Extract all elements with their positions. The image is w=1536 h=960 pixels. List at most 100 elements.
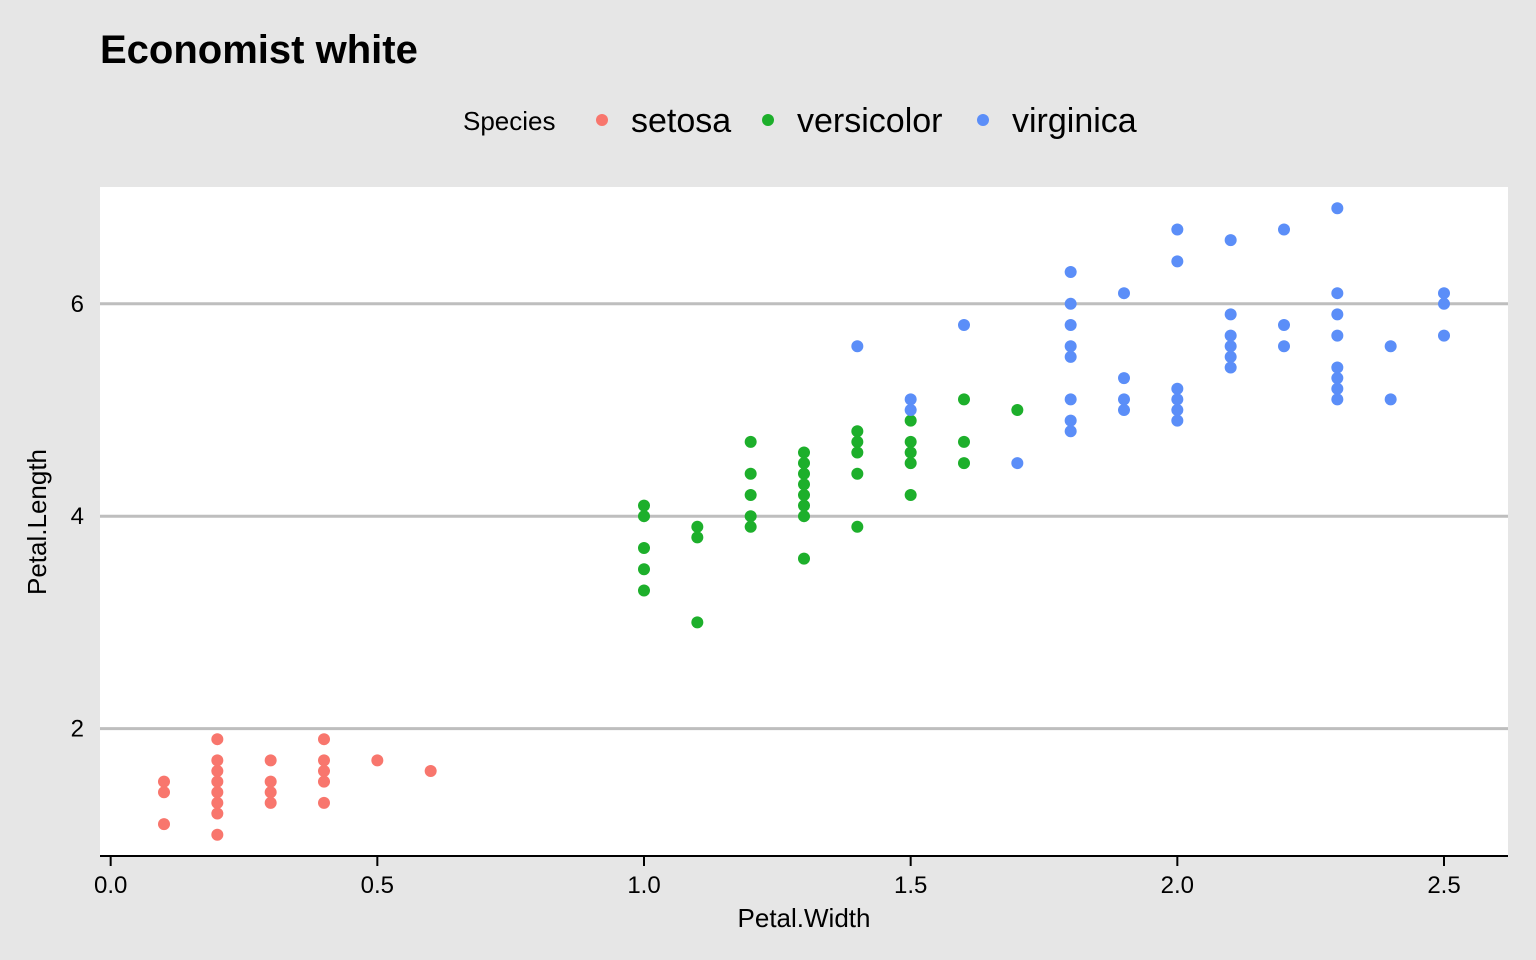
data-point-versicolor <box>798 446 810 459</box>
data-point-setosa <box>264 775 277 788</box>
data-point-versicolor <box>638 499 650 512</box>
data-point-versicolor <box>798 552 810 565</box>
data-point-setosa <box>318 765 330 778</box>
data-point-setosa <box>318 754 330 767</box>
data-point-virginica <box>1171 223 1184 236</box>
data-point-setosa <box>158 775 170 788</box>
data-point-virginica <box>1011 457 1024 470</box>
data-point-virginica <box>1224 234 1237 247</box>
data-point-versicolor <box>851 467 864 480</box>
data-points <box>158 202 1450 841</box>
series-virginica <box>851 202 1450 470</box>
data-point-versicolor <box>904 446 917 459</box>
data-point-virginica <box>1331 393 1344 406</box>
data-point-versicolor <box>958 435 970 448</box>
data-point-versicolor <box>798 499 810 512</box>
data-point-virginica <box>1331 308 1344 321</box>
data-point-virginica <box>1384 340 1397 353</box>
data-point-versicolor <box>638 510 650 523</box>
data-point-virginica <box>1064 414 1077 427</box>
x-tick-label: 2.0 <box>1161 872 1194 899</box>
data-point-versicolor <box>958 457 970 470</box>
data-point-setosa <box>211 828 224 841</box>
data-point-virginica <box>1171 382 1184 395</box>
data-point-virginica <box>1278 319 1290 332</box>
data-point-versicolor <box>958 393 970 406</box>
data-point-setosa <box>264 754 277 767</box>
data-point-virginica <box>1118 287 1130 300</box>
data-point-versicolor <box>638 584 650 597</box>
x-axis-title: Petal.Width <box>738 903 871 933</box>
data-point-virginica <box>1438 329 1450 342</box>
data-point-versicolor <box>851 435 864 448</box>
data-point-versicolor <box>691 531 704 544</box>
data-point-versicolor <box>851 446 864 459</box>
series-versicolor <box>638 393 1024 629</box>
data-point-virginica <box>1384 393 1397 406</box>
x-tick-label: 1.5 <box>894 872 927 899</box>
data-point-virginica <box>904 393 917 406</box>
x-tick-label: 0.5 <box>361 872 394 899</box>
data-point-versicolor <box>904 457 917 470</box>
data-point-versicolor <box>744 520 757 533</box>
y-tick-label: 6 <box>71 291 84 318</box>
data-point-virginica <box>1171 414 1184 427</box>
data-point-versicolor <box>744 435 757 448</box>
data-point-setosa <box>158 818 170 831</box>
data-point-virginica <box>1118 372 1130 385</box>
data-point-setosa <box>211 754 224 767</box>
data-point-setosa <box>318 733 330 746</box>
data-point-setosa <box>211 796 224 809</box>
data-point-virginica <box>851 340 864 353</box>
legend-label-setosa: setosa <box>631 102 731 140</box>
chart-title: Economist white <box>100 28 418 72</box>
data-point-virginica <box>1331 361 1344 374</box>
data-point-setosa <box>211 786 224 799</box>
data-point-virginica <box>904 404 917 416</box>
data-point-virginica <box>1171 404 1184 416</box>
x-tick-label: 0.0 <box>94 872 127 899</box>
x-tick-label: 1.0 <box>627 872 660 899</box>
data-point-virginica <box>1331 382 1344 395</box>
data-point-virginica <box>1331 287 1344 300</box>
legend-swatch-setosa <box>596 114 608 126</box>
data-point-versicolor <box>744 467 757 480</box>
data-point-virginica <box>1224 350 1237 363</box>
data-point-versicolor <box>1011 404 1024 416</box>
data-point-versicolor <box>798 488 810 501</box>
data-point-versicolor <box>904 414 917 427</box>
data-point-virginica <box>1224 329 1237 342</box>
data-point-virginica <box>1118 393 1130 406</box>
data-point-setosa <box>318 775 330 788</box>
data-point-versicolor <box>638 563 650 576</box>
data-point-setosa <box>211 765 224 778</box>
legend-label-versicolor: versicolor <box>797 102 942 140</box>
data-point-virginica <box>1064 425 1077 438</box>
y-axis-title: Petal.Length <box>22 449 52 595</box>
legend-swatch-virginica <box>977 114 989 126</box>
data-point-setosa <box>211 733 224 746</box>
data-point-versicolor <box>798 478 810 491</box>
data-point-virginica <box>1064 265 1077 278</box>
data-point-virginica <box>1278 223 1290 236</box>
data-point-setosa <box>211 807 224 820</box>
data-point-setosa <box>424 765 437 778</box>
data-point-virginica <box>1064 297 1077 310</box>
data-point-virginica <box>1278 340 1290 353</box>
data-point-versicolor <box>904 488 917 501</box>
data-point-virginica <box>1064 340 1077 353</box>
data-point-virginica <box>1331 329 1344 342</box>
y-tick-label: 4 <box>71 503 84 530</box>
data-point-versicolor <box>798 510 810 523</box>
data-point-versicolor <box>691 616 704 629</box>
legend-title: Species <box>463 106 556 136</box>
x-axis-ticks: 0.0 0.5 1.0 1.5 2.0 2.5 <box>94 856 1461 899</box>
legend: Species setosa versicolor virginica <box>463 102 1137 140</box>
data-point-setosa <box>318 796 330 809</box>
data-point-setosa <box>264 796 277 809</box>
data-point-versicolor <box>851 520 864 533</box>
data-point-versicolor <box>691 520 704 533</box>
data-point-virginica <box>1438 287 1450 300</box>
data-point-virginica <box>1171 393 1184 406</box>
data-point-virginica <box>1331 372 1344 385</box>
